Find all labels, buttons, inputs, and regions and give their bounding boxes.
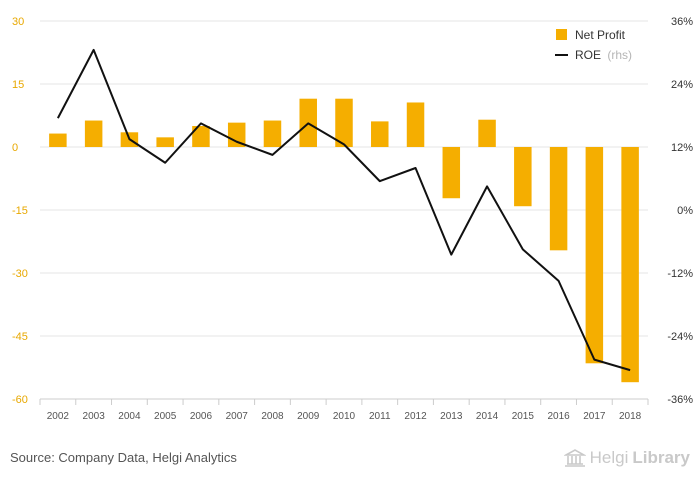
helgilibrary-logo: Helgi Library bbox=[563, 448, 690, 468]
left-tick-label: -30 bbox=[12, 268, 28, 280]
footer: Source: Company Data, Helgi Analytics He… bbox=[0, 440, 700, 483]
x-tick-label: 2013 bbox=[440, 411, 463, 422]
library-building-icon bbox=[563, 449, 586, 467]
left-tick-label: -45 bbox=[12, 331, 28, 343]
right-axis: 36% 24% 12% 0% -12% -24% -36% bbox=[667, 16, 693, 406]
source-note: Source: Company Data, Helgi Analytics bbox=[10, 450, 237, 465]
left-tick-label: 15 bbox=[12, 79, 24, 91]
net-profit-bar bbox=[549, 147, 568, 251]
net-profit-bar bbox=[49, 133, 67, 147]
legend-label-roe-suffix: (rhs) bbox=[607, 48, 632, 62]
net-profit-bar bbox=[84, 120, 103, 147]
x-tick-label: 2006 bbox=[190, 411, 213, 422]
x-tick-label: 2011 bbox=[369, 411, 391, 422]
net-profit-bar bbox=[514, 147, 532, 207]
net-profit-bar bbox=[263, 120, 282, 147]
right-tick-label: 24% bbox=[671, 79, 693, 91]
x-tick-label: 2010 bbox=[333, 411, 356, 422]
right-tick-label: -12% bbox=[667, 268, 693, 280]
right-tick-label: 12% bbox=[671, 142, 693, 154]
x-axis: 2002 2003 2004 2005 2006 2007 2008 2009 2010 2011… bbox=[39, 398, 649, 422]
net-profit-bar bbox=[192, 126, 210, 147]
legend: Net Profit ROE (rhs) bbox=[555, 28, 632, 62]
legend-swatch-net-profit bbox=[556, 29, 567, 40]
roe-line bbox=[56, 48, 631, 372]
x-tick-label: 2015 bbox=[512, 411, 535, 422]
legend-label-roe-name: ROE bbox=[575, 48, 601, 62]
right-tick-label: 36% bbox=[671, 16, 693, 28]
x-tick-label: 2016 bbox=[547, 411, 570, 422]
left-tick-label: -15 bbox=[12, 205, 28, 217]
x-tick-label: 2003 bbox=[83, 411, 106, 422]
x-tick-label: 2009 bbox=[297, 411, 320, 422]
net-profit-bar bbox=[371, 121, 389, 147]
chart: 30 15 0 -15 -30 -45 -60 36% 24% 12% 0% -12% -24% -36… bbox=[12, 16, 693, 422]
x-tick-label: 2018 bbox=[619, 411, 642, 422]
net-profit-bar bbox=[585, 147, 604, 364]
net-profit-bar bbox=[156, 137, 174, 147]
legend-label-net-profit: Net Profit bbox=[575, 28, 626, 42]
x-tick-label: 2008 bbox=[261, 411, 284, 422]
net-profit-bar bbox=[227, 122, 246, 147]
x-tick-label: 2012 bbox=[404, 411, 427, 422]
brand-suffix: Library bbox=[632, 448, 690, 467]
left-tick-label: 30 bbox=[12, 16, 24, 28]
x-tick-label: 2007 bbox=[226, 411, 249, 422]
left-tick-label: 0 bbox=[12, 142, 18, 154]
x-tick-label: 2005 bbox=[154, 411, 177, 422]
net-profit-bar bbox=[442, 147, 461, 199]
left-axis: 30 15 0 -15 -30 -45 -60 bbox=[12, 16, 28, 406]
right-tick-label: 0% bbox=[677, 205, 693, 217]
right-tick-label: -36% bbox=[667, 394, 693, 406]
net-profit-bar bbox=[621, 147, 639, 383]
net-profit-bars bbox=[49, 98, 639, 383]
legend-label-roe: ROE (rhs) bbox=[575, 48, 632, 62]
left-tick-label: -60 bbox=[12, 394, 28, 406]
right-tick-label: -24% bbox=[667, 331, 693, 343]
net-profit-bar bbox=[478, 119, 496, 147]
x-tick-label: 2002 bbox=[47, 411, 70, 422]
x-tick-label: 2004 bbox=[118, 411, 141, 422]
x-tick-label: 2014 bbox=[476, 411, 499, 422]
brand-prefix: Helgi bbox=[589, 448, 629, 467]
net-profit-bar bbox=[335, 98, 353, 147]
x-tick-label: 2017 bbox=[583, 411, 606, 422]
net-profit-bar bbox=[406, 102, 425, 147]
